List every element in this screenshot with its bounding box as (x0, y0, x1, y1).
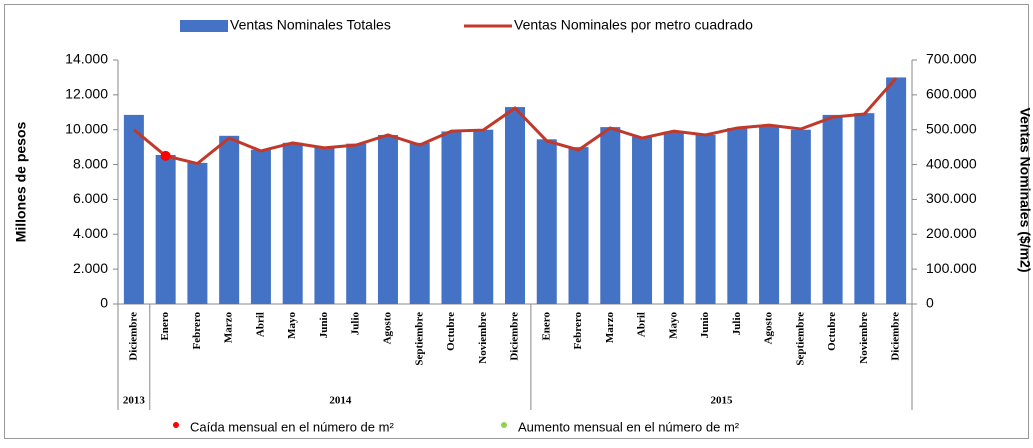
y-tick-label: 10.000 (65, 120, 108, 136)
marker-legend-dot (173, 422, 179, 428)
x-tick-label: Junio (318, 312, 330, 339)
bar (314, 147, 335, 304)
marker-legend-label: Caída mensual en el número de m² (190, 419, 394, 434)
y2-tick-label: 500.000 (926, 120, 977, 136)
year-label: 2013 (123, 395, 146, 407)
legend-label: Ventas Nominales por metro cuadrado (514, 17, 753, 33)
x-tick-label: Enero (540, 312, 552, 341)
bar (568, 147, 589, 304)
x-tick-label: Julio (731, 312, 743, 336)
bar (441, 131, 462, 304)
x-tick-label: Agosto (763, 312, 775, 345)
y-axis-title: Millones de pesos (13, 121, 29, 242)
y-tick-label: 8.000 (73, 155, 108, 171)
y2-tick-label: 700.000 (926, 51, 977, 67)
x-tick-label: Octubre (445, 312, 457, 351)
bar (632, 136, 653, 304)
bar (505, 107, 525, 304)
y-tick-label: 4.000 (73, 225, 108, 241)
legend-label: Ventas Nominales Totales (230, 17, 391, 33)
bar (377, 134, 398, 304)
bar (695, 134, 716, 304)
line (132, 77, 898, 166)
bar (282, 142, 303, 304)
x-tick-label: Diciembre (509, 312, 521, 361)
y2-tick-label: 100.000 (926, 260, 977, 276)
year-label: 2014 (329, 395, 352, 407)
y2-tick-label: 0 (926, 295, 934, 311)
x-tick-label: Enero (159, 312, 171, 341)
x-tick-label: Octubre (826, 312, 838, 351)
bar (663, 131, 684, 304)
y2-tick-label: 300.000 (926, 190, 977, 206)
bar (822, 114, 843, 305)
year-label: 2015 (710, 395, 733, 407)
x-tick-label: Julio (350, 312, 362, 336)
y-tick-label: 14.000 (65, 51, 108, 67)
y2-tick-label: 600.000 (926, 86, 977, 102)
x-tick-label: Septiembre (413, 312, 425, 366)
bar (727, 127, 748, 304)
bar (409, 142, 430, 304)
x-tick-label: Marzo (223, 312, 235, 344)
x-tick-label: Mayo (667, 312, 679, 339)
x-tick-label: Mayo (286, 312, 298, 339)
bar (886, 77, 907, 304)
bar (346, 143, 367, 304)
x-tick-label: Noviembre (858, 312, 870, 364)
point-marker (160, 150, 171, 161)
bar (536, 139, 557, 304)
x-tick-label: Abril (636, 312, 648, 337)
x-tick-label: Febrero (572, 312, 584, 350)
y-tick-label: 2.000 (73, 260, 108, 276)
x-tick-label: Junio (699, 312, 711, 339)
y2-axis-title: Ventas Nominales ($/m2) (1017, 108, 1033, 273)
x-tick-label: Febrero (191, 312, 203, 350)
x-tick-label: Noviembre (477, 312, 489, 364)
bar (250, 149, 271, 304)
x-tick-label: Septiembre (794, 312, 806, 366)
y-tick-label: 12.000 (65, 86, 108, 102)
bar (759, 126, 780, 304)
bar (473, 129, 494, 304)
bar (187, 162, 208, 304)
marker-legend-dot (501, 422, 507, 428)
bar (854, 113, 875, 305)
x-tick-label: Diciembre (127, 312, 139, 361)
bar (600, 127, 621, 304)
bar (155, 154, 176, 304)
bar (790, 129, 811, 304)
y-tick-label: 0 (100, 295, 108, 311)
y2-tick-label: 200.000 (926, 225, 977, 241)
x-tick-label: Agosto (381, 312, 393, 345)
x-tick-label: Marzo (604, 312, 616, 344)
y-tick-label: 6.000 (73, 190, 108, 206)
marker-legend-label: Aumento mensual en el número de m² (518, 419, 740, 434)
bar (219, 135, 240, 304)
y2-tick-label: 400.000 (926, 155, 977, 171)
x-tick-label: Abril (254, 312, 266, 337)
x-tick-label: Diciembre (890, 312, 902, 361)
legend-swatch (180, 20, 228, 32)
bar (123, 114, 144, 305)
